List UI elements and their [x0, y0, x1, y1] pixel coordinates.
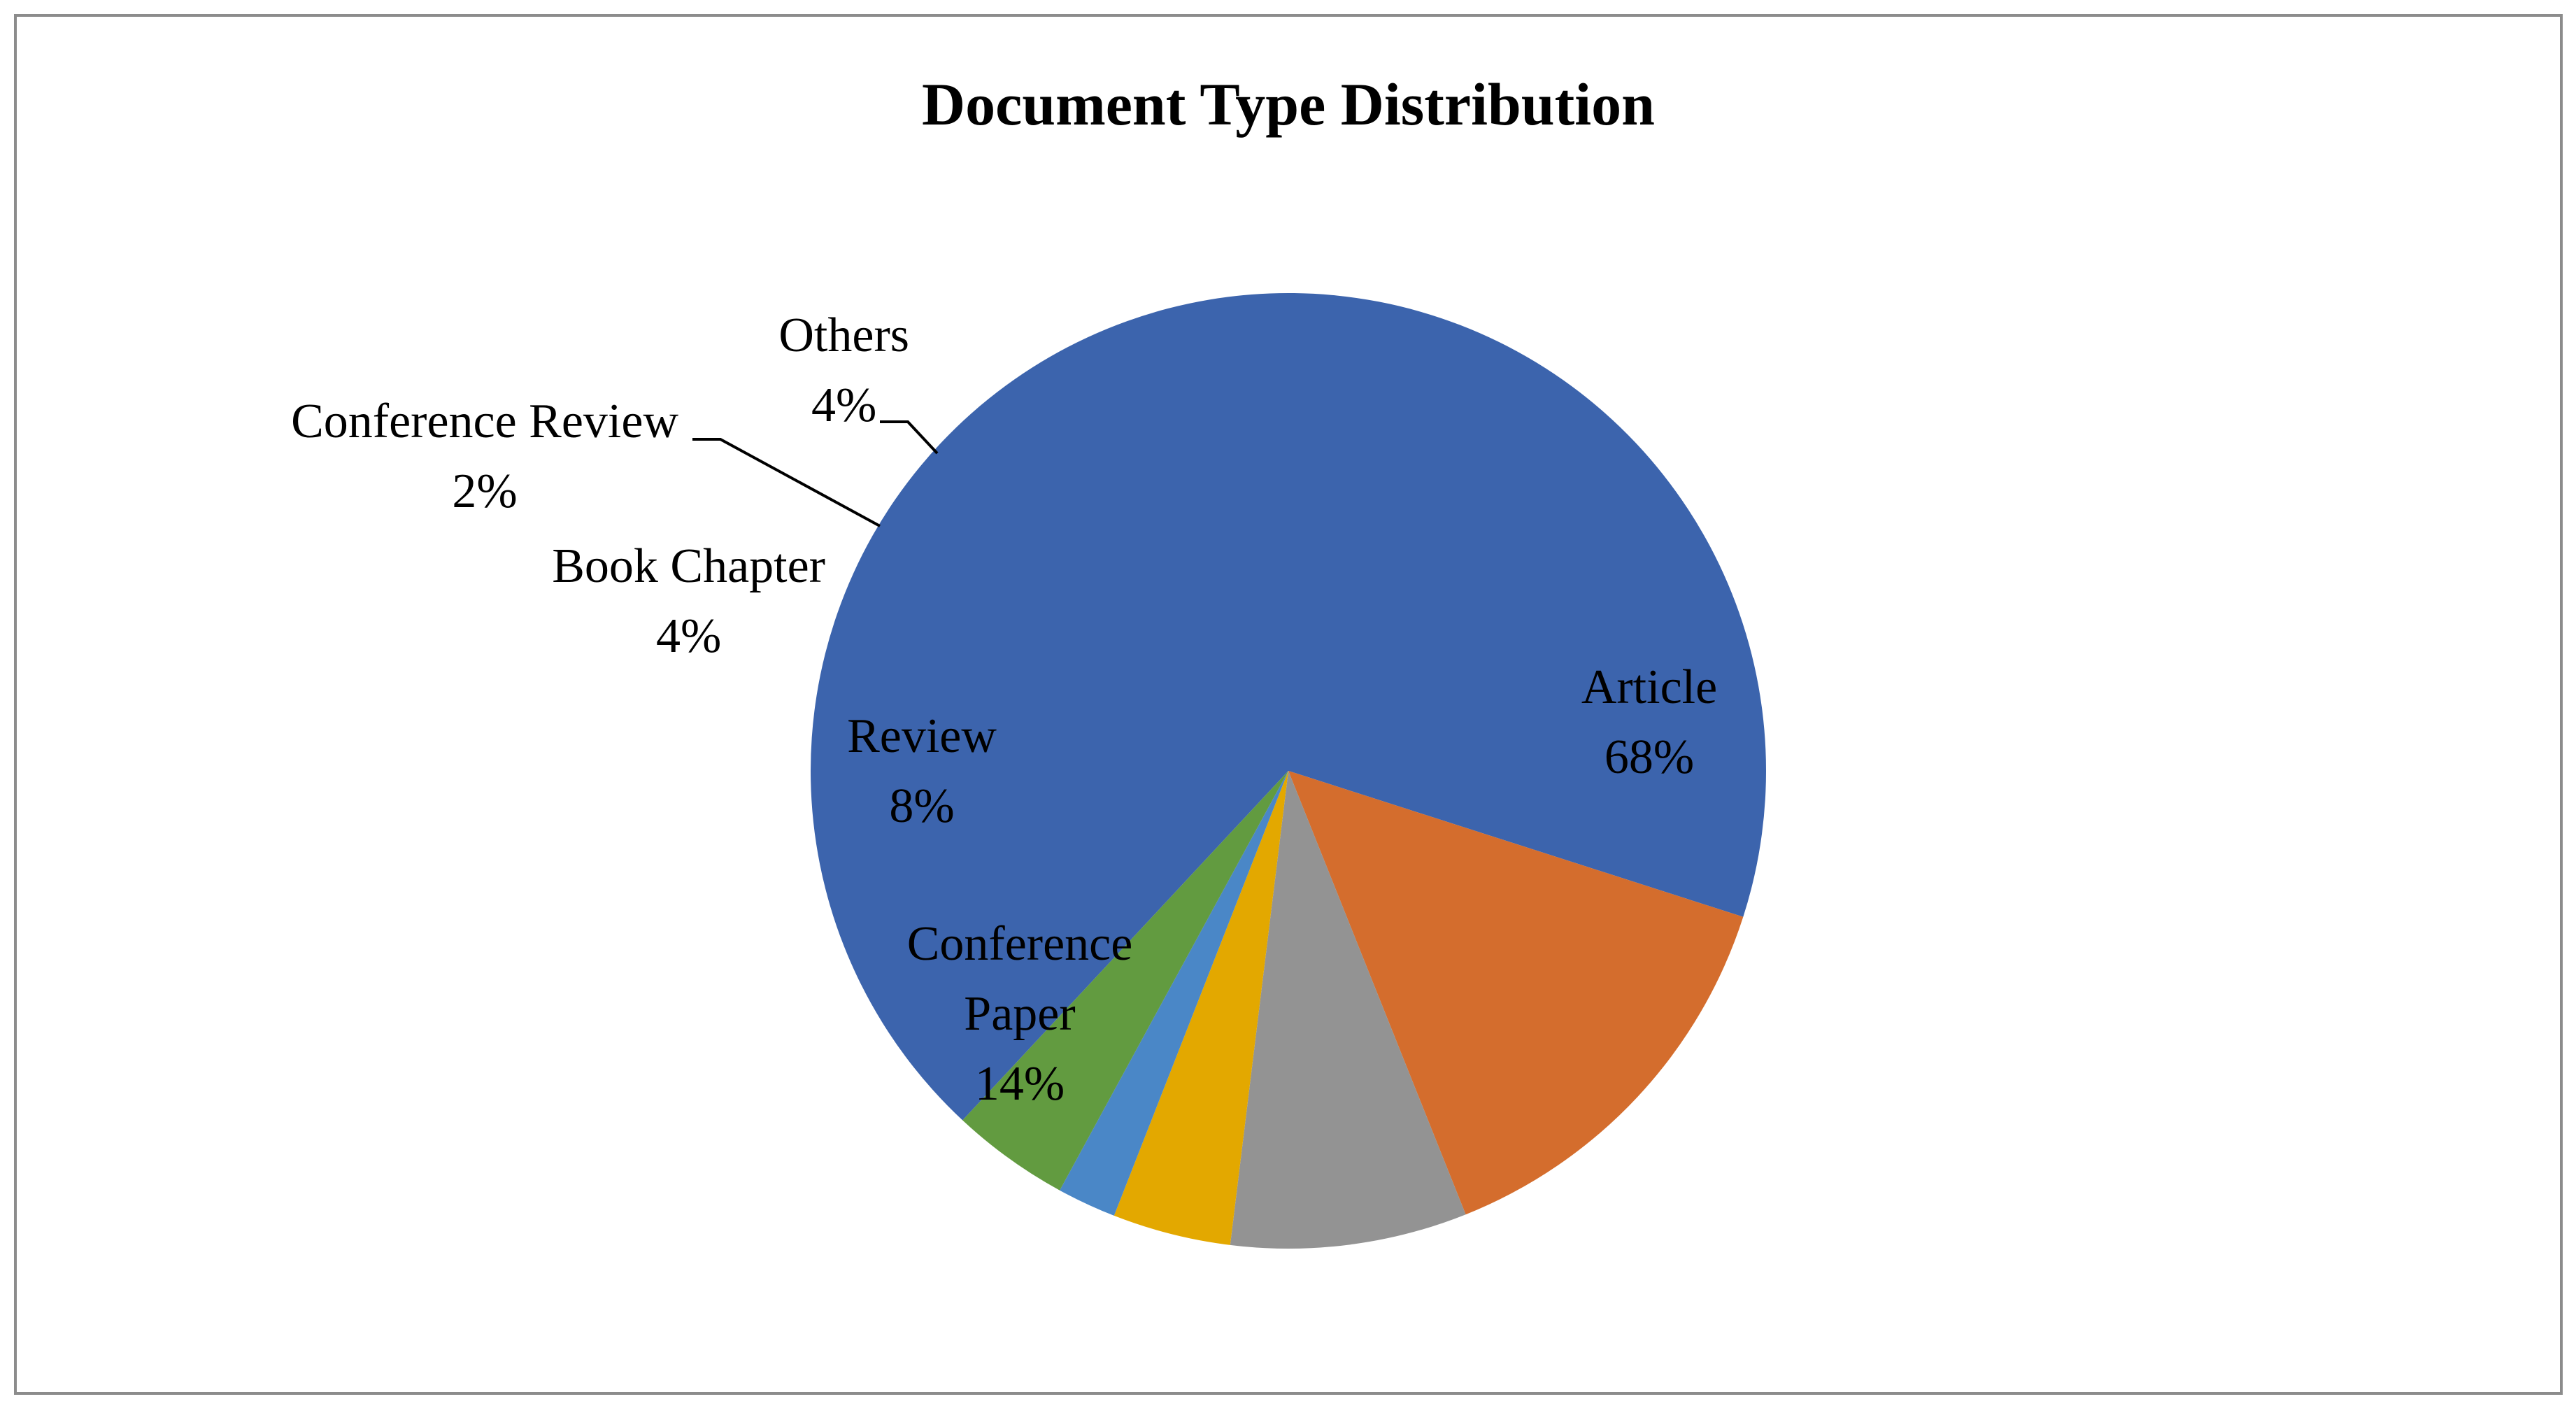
slice-label-line: 4% [656, 609, 721, 663]
pie-slice-conference-review [1060, 771, 1288, 1216]
slice-labels: Article 68% Conference Paper 14% Review 8% Book… [291, 308, 1717, 1111]
slice-label-line: Article [1581, 660, 1717, 714]
leader-lines [692, 420, 939, 527]
slice-label-line: Conference Review [291, 395, 678, 448]
pie-slice-article [811, 292, 1767, 1121]
slice-label-line: Conference [907, 917, 1133, 971]
slice-label-others: Others 4% [778, 308, 909, 432]
slice-label-line: Others [778, 308, 909, 362]
leader-line-conference-review [692, 438, 881, 527]
pie-slice-others [962, 771, 1288, 1191]
pie-slice-review [1230, 771, 1466, 1249]
chart-title: Document Type Distribution [922, 71, 1655, 138]
slice-label-line: 2% [452, 464, 517, 518]
slice-label-conference-paper: Conference Paper 14% [907, 917, 1133, 1111]
slice-label-book-chapter: Book Chapter 4% [552, 539, 825, 663]
slice-label-line: Review [847, 709, 997, 763]
slice-label-review: Review 8% [847, 709, 997, 833]
slice-label-conference-review: Conference Review 2% [291, 395, 678, 518]
slice-label-line: 4% [811, 378, 876, 432]
slice-label-line: 14% [975, 1057, 1065, 1111]
slice-label-line: Book Chapter [552, 539, 825, 593]
leader-line-others [880, 420, 939, 455]
pie-slice-book-chapter [1113, 771, 1288, 1245]
pie-slice-conference-paper [1288, 771, 1744, 1215]
slice-label-article: Article 68% [1581, 660, 1717, 784]
slice-label-line: Paper [964, 987, 1075, 1041]
pie-slices [811, 292, 1767, 1249]
slice-label-line: 8% [889, 779, 954, 833]
slice-label-line: 68% [1604, 730, 1694, 784]
